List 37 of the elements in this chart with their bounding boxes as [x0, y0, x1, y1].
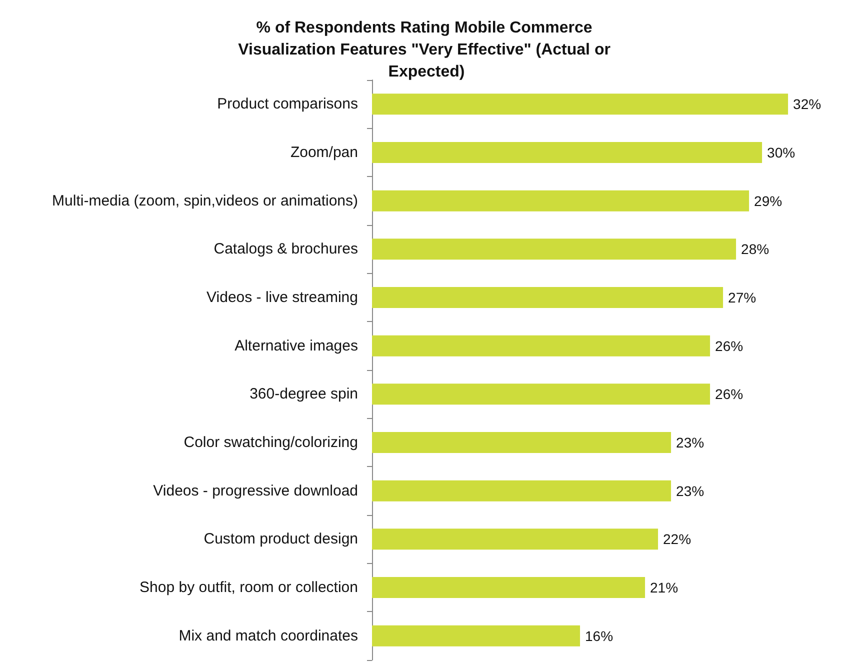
bar — [372, 335, 710, 356]
chart-title: % of Respondents Rating Mobile Commerce Visualization Features "Very Effective" (Actual or Expected) — [238, 20, 615, 80]
data-label: 27% — [728, 290, 756, 306]
y-tick-label: Custom product design — [204, 530, 358, 548]
data-label: 23% — [676, 482, 704, 499]
data-label: 22% — [663, 531, 692, 548]
bar — [372, 190, 750, 212]
y-tick-label: Shop by outfit, room or collection — [140, 579, 358, 596]
bar — [372, 625, 580, 646]
y-tick-label: Color swatching/colorizing — [184, 434, 358, 451]
y-tick-label: Zoom/pan — [290, 144, 358, 161]
data-label: 26% — [715, 386, 744, 402]
data-label: 30% — [767, 144, 796, 160]
data-label: 29% — [754, 192, 782, 209]
y-tick-label: Product comparisons — [217, 96, 358, 113]
bar — [372, 287, 724, 308]
y-tick-label: Multi-media (zoom, spin,videos or animations) — [52, 192, 358, 210]
y-tick-label: Catalogs & brochures — [214, 240, 358, 258]
bar — [372, 94, 788, 115]
y-tick-label: Alternative images — [234, 337, 358, 354]
data-label: 32% — [793, 96, 822, 112]
y-tick-label: Videos - progressive download — [153, 482, 358, 500]
data-label: 28% — [741, 241, 770, 258]
bar — [372, 528, 658, 550]
bar — [372, 480, 672, 502]
bar — [372, 432, 672, 453]
bar — [372, 577, 646, 598]
bar — [372, 384, 710, 405]
bar — [372, 238, 736, 260]
data-label: 16% — [585, 628, 614, 644]
data-label: 23% — [676, 434, 704, 450]
y-tick-label: 360-degree spin — [250, 386, 358, 403]
y-tick-label: Mix and match coordinates — [178, 627, 358, 644]
y-tick-label: Videos - live streaming — [206, 289, 358, 306]
bar — [372, 142, 762, 163]
data-label: 26% — [715, 338, 744, 354]
data-label: 21% — [650, 580, 678, 596]
